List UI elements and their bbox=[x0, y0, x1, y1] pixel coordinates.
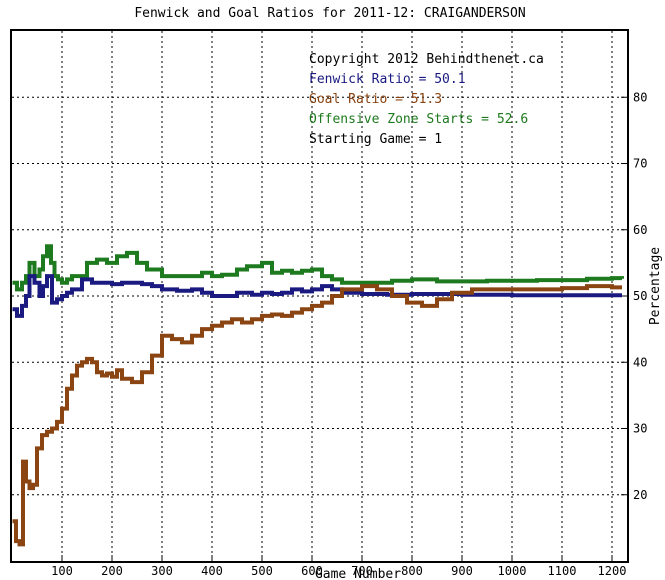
y-tick-label: 40 bbox=[633, 355, 647, 369]
y-axis-label: Percentage bbox=[648, 247, 663, 325]
x-tick-label: 100 bbox=[51, 564, 73, 578]
y-tick-label: 30 bbox=[633, 422, 647, 436]
annotation-line: Starting Game = 1 bbox=[309, 132, 442, 147]
x-tick-label: 800 bbox=[401, 564, 423, 578]
x-tick-labels: 100 200 300 400 500 600 700 800 900 1000 1100 1200 bbox=[51, 564, 626, 578]
series-lines bbox=[12, 244, 624, 547]
y-tick-label: 20 bbox=[633, 488, 647, 502]
y-tick-label: 60 bbox=[633, 223, 647, 237]
x-tick-label: 300 bbox=[151, 564, 173, 578]
x-tick-label: 1100 bbox=[548, 564, 577, 578]
x-tick-label: 700 bbox=[351, 564, 373, 578]
annotation-line: Copyright 2012 Behindthenet.ca bbox=[309, 52, 544, 67]
y-tick-labels: 20 30 40 50 60 70 80 bbox=[633, 90, 647, 502]
annotations: Copyright 2012 Behindthenet.ca Fenwick Ra… bbox=[309, 52, 544, 147]
y-tick-label: 70 bbox=[633, 157, 647, 171]
annotation-line: Offensive Zone Starts = 52.6 bbox=[309, 112, 528, 127]
annotation-line: Fenwick Ratio = 50.1 bbox=[309, 72, 466, 87]
series-line-goal-ratio bbox=[12, 284, 622, 547]
annotation-line: Goal Ratio = 51.3 bbox=[309, 92, 442, 107]
x-axis-label: Game Number bbox=[315, 567, 401, 580]
x-tick-label: 600 bbox=[301, 564, 323, 578]
series-line-offensive-zone-starts bbox=[12, 244, 624, 292]
chart-title: Fenwick and Goal Ratios for 2011-12: CRA… bbox=[134, 6, 525, 21]
y-tick-label: 50 bbox=[633, 289, 647, 303]
x-tick-label: 900 bbox=[451, 564, 473, 578]
series-line-fenwick-ratio bbox=[12, 274, 622, 318]
x-tick-label: 1200 bbox=[598, 564, 627, 578]
x-tick-label: 400 bbox=[201, 564, 223, 578]
y-tick-label: 80 bbox=[633, 90, 647, 104]
x-tick-label: 200 bbox=[101, 564, 123, 578]
x-tick-label: 500 bbox=[251, 564, 273, 578]
x-tick-label: 1000 bbox=[498, 564, 527, 578]
